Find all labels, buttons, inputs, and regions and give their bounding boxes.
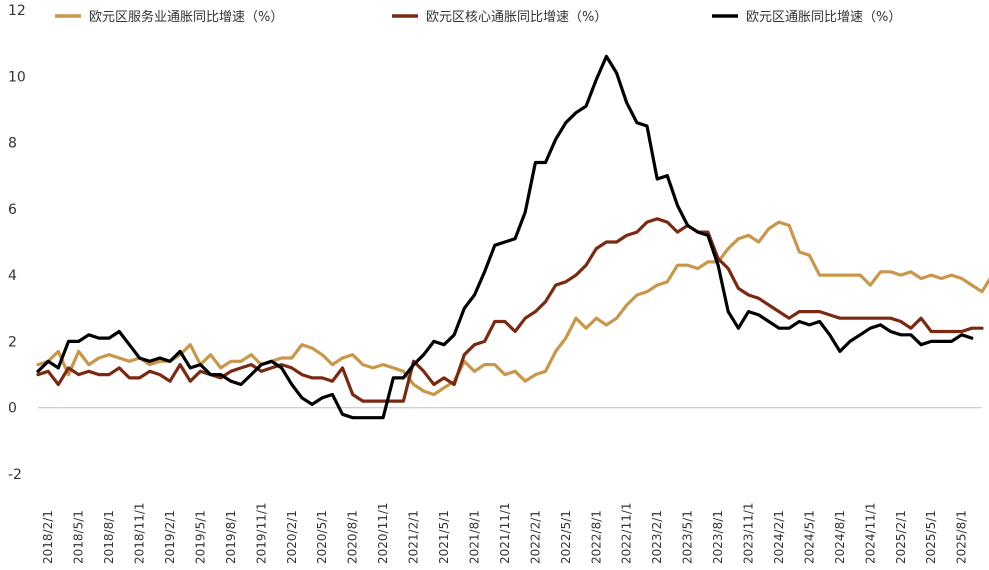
x-tick-label: 2018/8/1 (102, 510, 116, 564)
legend-label: 欧元区核心通胀同比增速（%） (426, 10, 607, 25)
x-tick-label: 2021/8/1 (467, 510, 481, 564)
x-tick-label: 2023/8/1 (711, 510, 725, 564)
series-line-3 (36, 54, 974, 420)
y-tick-label: 0 (8, 401, 17, 417)
x-tick-label: 2023/2/1 (650, 510, 664, 564)
x-tick-label: 2019/5/1 (193, 510, 207, 564)
x-tick-label: 2023/5/1 (681, 510, 695, 564)
legend-label: 欧元区服务业通胀同比增速（%） (89, 9, 283, 25)
x-tick-label: 2020/5/1 (315, 510, 329, 564)
x-tick-label: 2024/8/1 (833, 510, 847, 564)
y-tick-label: 2 (8, 334, 17, 350)
x-tick-label: 2025/2/1 (894, 510, 908, 564)
x-tick-label: 2024/2/1 (772, 510, 786, 564)
y-tick-label: 6 (8, 202, 17, 218)
x-tick-label: 2022/8/1 (589, 510, 603, 564)
x-tick-label: 2025/5/1 (924, 510, 938, 564)
x-tick-label: 2025/8/1 (955, 510, 969, 564)
x-tick-label: 2024/5/1 (802, 510, 816, 564)
x-tick-label: 2022/5/1 (559, 510, 573, 564)
x-tick-label: 2020/11/1 (376, 502, 390, 564)
x-tick-label: 2019/11/1 (254, 502, 268, 564)
y-tick-label: -2 (8, 467, 22, 483)
x-tick-label: 2019/8/1 (224, 510, 238, 564)
x-tick-label: 2021/5/1 (437, 510, 451, 564)
y-tick-label: 4 (8, 268, 17, 284)
x-tick-label: 2021/11/1 (498, 502, 512, 564)
legend: 欧元区服务业通胀同比增速（%） 欧元区核心通胀同比增速（%） 欧元区通胀同比增速（%… (55, 9, 901, 25)
y-axis-ticks: -2 0 2 4 6 8 10 12 (8, 3, 26, 483)
y-tick-label: 8 (8, 136, 17, 152)
series-line-1 (36, 220, 989, 397)
x-tick-label: 2018/5/1 (72, 510, 86, 564)
x-tick-label: 2024/11/1 (863, 502, 877, 564)
x-tick-label: 2022/11/1 (620, 502, 634, 564)
x-tick-label: 2020/2/1 (285, 510, 299, 564)
x-tick-label: 2023/11/1 (742, 502, 756, 564)
y-tick-label: 10 (8, 69, 26, 85)
x-tick-label: 2022/2/1 (528, 510, 542, 564)
y-tick-label: 12 (8, 3, 26, 19)
series-lines (36, 54, 989, 420)
x-tick-label: 2020/8/1 (346, 510, 360, 564)
x-tick-label: 2019/2/1 (163, 510, 177, 564)
x-tick-label: 2021/2/1 (407, 510, 421, 564)
legend-label: 欧元区通胀同比增速（%） (746, 10, 901, 25)
series-line-2 (36, 217, 984, 403)
x-axis-ticks: 2018/2/1 2018/5/1 2018/8/1 2018/11/1 2019/2/… (41, 502, 969, 564)
x-tick-label: 2018/11/1 (133, 502, 147, 564)
x-tick-label: 2018/2/1 (41, 510, 55, 564)
